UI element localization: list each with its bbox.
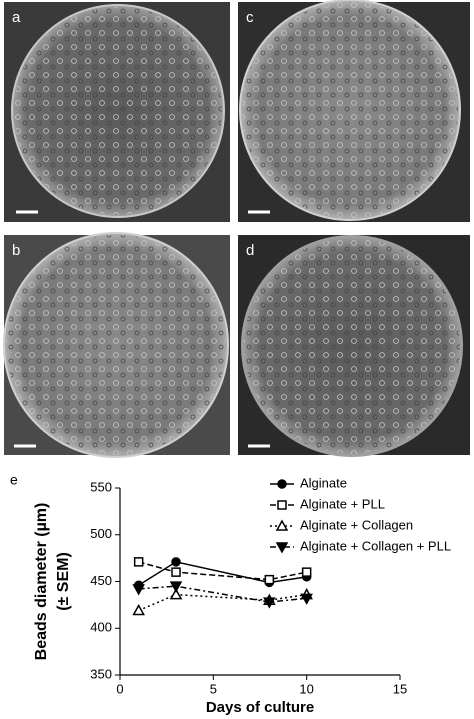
micrograph-c: c [238,0,470,222]
point [263,597,276,609]
y-tick-label: 450 [90,573,112,588]
micrograph-b: b [3,232,230,458]
point [171,557,181,567]
point [169,581,183,593]
y-tick-label: 500 [90,526,112,541]
point [132,584,145,596]
series-line [138,585,307,603]
point [277,479,287,489]
x-tick-label: 5 [210,681,217,696]
point [169,588,183,600]
x-tick-label: 15 [393,681,407,696]
point [275,542,289,554]
series-line [138,561,307,586]
legend-label: Alginate + Collagen [300,517,413,532]
legend-label: Alginate + PLL [300,496,385,511]
y-tick-label: 400 [90,620,112,635]
x-tick-label: 0 [116,681,123,696]
panel-label: d [246,242,254,259]
chart: 350 400 450 500 550 0 5 10 15 Days of culture Bead… [33,475,451,716]
x-tick-label: 10 [299,681,313,696]
panel-label: b [12,242,20,259]
point [300,593,313,605]
panel-label: e [10,472,18,488]
point [301,567,312,577]
point [277,500,287,510]
y-axis-label: Beads diameter (µm) [33,503,50,661]
legend: Alginate Alginate + PLL Alginate + Collage… [270,475,451,554]
point [275,519,289,531]
point [264,574,275,585]
panel-label: a [12,9,21,26]
legend-label: Alginate + Collagen + PLL [300,538,451,553]
legend-label: Alginate [300,475,347,490]
micrograph-a: a [4,2,230,222]
panel-label: c [246,9,254,26]
point [133,557,144,567]
y-tick-label: 350 [90,666,112,681]
x-axis-label: Days of culture [206,699,314,716]
point [171,567,181,577]
y-axis-label: (± SEM) [55,552,72,611]
point [132,603,145,616]
series-line [138,561,307,581]
y-tick-label: 550 [90,479,112,494]
series-line [138,593,307,612]
micrograph-d: d [238,235,470,457]
